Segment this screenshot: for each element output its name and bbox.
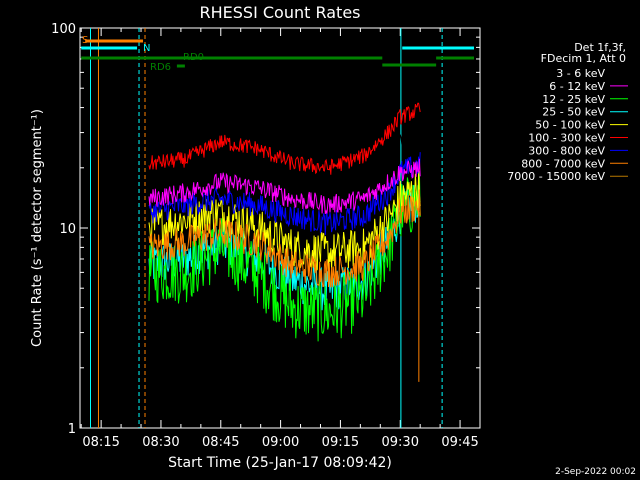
annotation-label: N xyxy=(143,43,150,54)
y-tick-label: 1 xyxy=(68,422,76,437)
series-group xyxy=(148,102,421,342)
annotation-label: S xyxy=(82,35,88,46)
legend-label: 100 - 300 keV xyxy=(528,132,605,145)
legend-label: 7000 - 15000 keV xyxy=(507,170,605,183)
x-tick-label: 08:45 xyxy=(202,435,239,450)
x-tick-label: 08:15 xyxy=(82,435,119,450)
legend-header: Det 1f,3f, xyxy=(574,41,626,54)
chart-title: RHESSI Count Rates xyxy=(200,3,361,22)
legend-label: 6 - 12 keV xyxy=(549,80,605,93)
series-line xyxy=(148,123,421,188)
legend-header: FDecim 1, Att 0 xyxy=(541,52,626,65)
legend-label: 12 - 25 keV xyxy=(542,93,605,106)
x-tick-label: 08:30 xyxy=(142,435,179,450)
series-line xyxy=(148,189,421,288)
series-line xyxy=(148,170,421,272)
series-line xyxy=(148,102,421,175)
footer-timestamp: 2-Sep-2022 00:02 xyxy=(555,467,636,477)
series-line xyxy=(148,158,421,214)
series-line xyxy=(148,152,421,235)
legend-label: 300 - 800 keV xyxy=(528,144,605,157)
annotation-label: RD6 xyxy=(150,62,171,73)
annotation-label: RD0 xyxy=(183,52,204,63)
legend-label: 3 - 6 keV xyxy=(556,67,605,80)
legend-label: 25 - 50 keV xyxy=(542,106,605,119)
x-tick-label: 09:15 xyxy=(322,435,359,450)
x-axis: 08:15 08:30 08:45 09:00 09:15 09:30 09:45 xyxy=(80,28,481,450)
x-tick-label: 09:30 xyxy=(382,435,419,450)
x-axis-label: Start Time (25-Jan-17 08:09:42) xyxy=(168,455,392,471)
series-line xyxy=(148,170,421,342)
event-lines xyxy=(90,28,443,428)
y-axis-label: Count Rate (s⁻¹ detector segment⁻¹) xyxy=(30,109,45,347)
legend-label: 50 - 100 keV xyxy=(535,119,605,132)
x-tick-label: 09:00 xyxy=(262,435,299,450)
y-tick-label: 100 xyxy=(51,22,76,37)
legend-label: 800 - 7000 keV xyxy=(521,157,605,170)
y-axis: 1 10 100 xyxy=(51,22,480,437)
x-tick-label: 09:45 xyxy=(441,435,478,450)
y-tick-label: 10 xyxy=(59,222,76,237)
